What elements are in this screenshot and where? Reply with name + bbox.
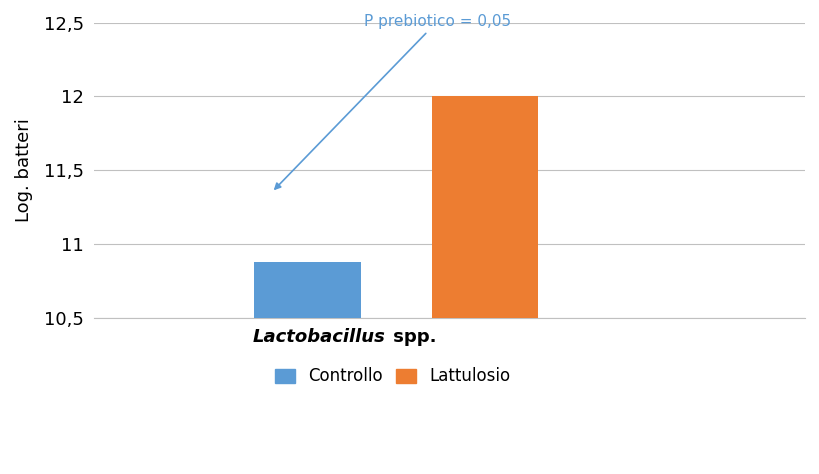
Legend: Controllo, Lattulosio: Controllo, Lattulosio	[268, 361, 517, 392]
Text: P prebiotico = 0,05: P prebiotico = 0,05	[274, 14, 511, 189]
Bar	[254, 262, 360, 318]
Text: spp.: spp.	[387, 328, 436, 346]
Bar	[431, 97, 538, 318]
Text: Lactobacillus: Lactobacillus	[252, 328, 385, 346]
Y-axis label: Log. batteri: Log. batteri	[15, 118, 33, 222]
